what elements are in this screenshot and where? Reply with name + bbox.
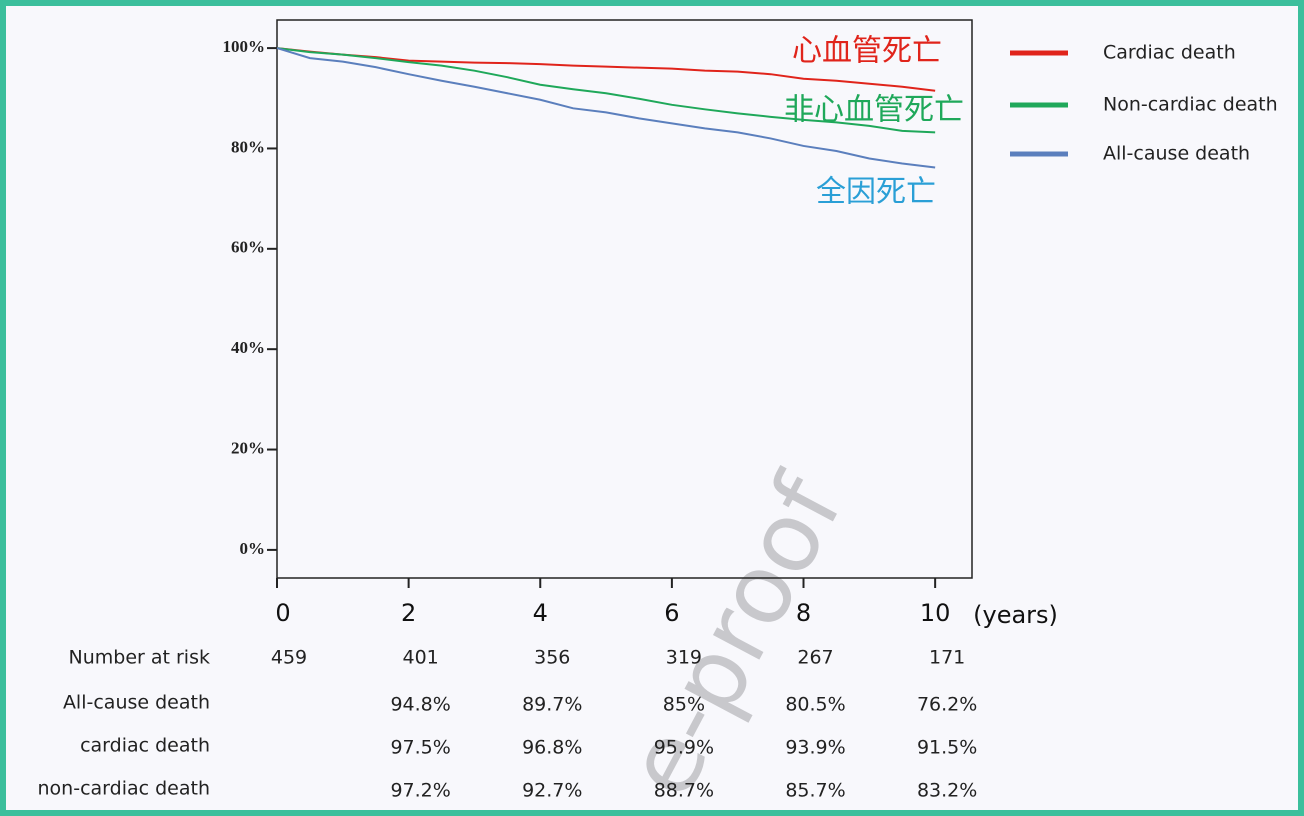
- risk-cell: 97.2%: [390, 780, 450, 802]
- y-tick-label: 20%: [231, 438, 265, 457]
- risk-cell: 88.7%: [654, 780, 714, 802]
- annotation: 心血管死亡: [792, 34, 942, 69]
- risk-cell: 94.8%: [390, 694, 450, 716]
- series-line: [276, 47, 936, 134]
- risk-cell: 92.7%: [522, 780, 582, 802]
- annotation: 非心血管死亡: [784, 93, 964, 128]
- risk-row-label: non-cardiac death: [38, 778, 210, 800]
- risk-cell: 459: [271, 647, 307, 669]
- legend-label: Cardiac death: [1103, 42, 1236, 64]
- y-tick-label: 0%: [240, 539, 266, 558]
- x-axis-label: (years): [973, 601, 1058, 629]
- risk-cell: 356: [534, 647, 570, 669]
- annotation: 全因死亡: [816, 175, 936, 210]
- risk-cell: 171: [929, 647, 965, 669]
- risk-cell: 319: [666, 647, 702, 669]
- risk-cell: 91.5%: [917, 737, 977, 759]
- risk-row-label: cardiac death: [80, 735, 210, 757]
- risk-cell: 85%: [663, 694, 705, 716]
- x-tick-label: 2: [401, 599, 416, 627]
- x-tick-label: 6: [664, 599, 679, 627]
- x-tick-label: 8: [796, 599, 811, 627]
- x-tick-label: 0: [275, 599, 290, 627]
- risk-cell: 80.5%: [785, 694, 845, 716]
- legend-label: Non-cardiac death: [1103, 94, 1278, 116]
- y-tick-label: 100%: [223, 37, 266, 56]
- risk-cell: 83.2%: [917, 780, 977, 802]
- y-tick-label: 60%: [231, 238, 265, 257]
- y-tick-label: 40%: [231, 338, 265, 357]
- risk-cell: 93.9%: [785, 737, 845, 759]
- risk-cell: 267: [797, 647, 833, 669]
- risk-cell: 76.2%: [917, 694, 977, 716]
- risk-row-label: Number at risk: [69, 647, 211, 669]
- plot-frame: [276, 19, 973, 579]
- y-tick-label: 80%: [231, 137, 265, 156]
- risk-cell: 401: [402, 647, 438, 669]
- risk-cell: 89.7%: [522, 694, 582, 716]
- series-line: [276, 47, 936, 92]
- risk-cell: 96.8%: [522, 737, 582, 759]
- risk-cell: 95.9%: [654, 737, 714, 759]
- legend-label: All-cause death: [1103, 143, 1250, 165]
- x-tick-label: 4: [533, 599, 548, 627]
- risk-cell: 97.5%: [390, 737, 450, 759]
- risk-row-label: All-cause death: [63, 692, 210, 714]
- x-tick-label: 10: [920, 599, 951, 627]
- series-line: [276, 47, 936, 169]
- risk-cell: 85.7%: [785, 780, 845, 802]
